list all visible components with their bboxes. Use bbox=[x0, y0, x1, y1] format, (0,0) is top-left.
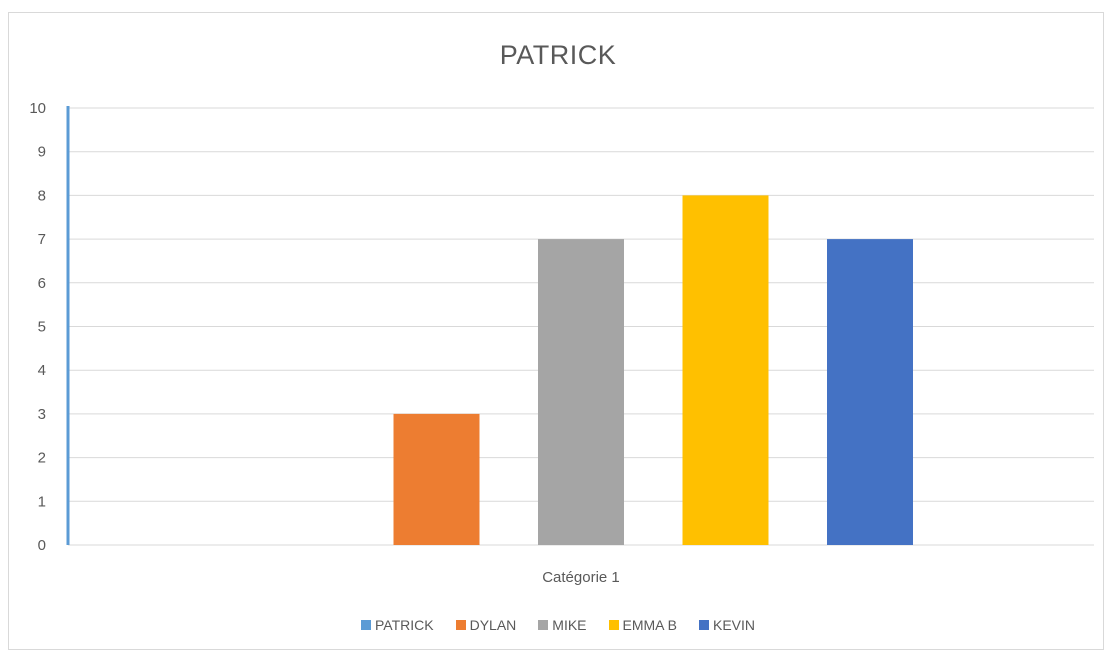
legend-swatch bbox=[360, 620, 371, 630]
y-tick-label: 4 bbox=[38, 362, 46, 379]
legend-swatch bbox=[608, 620, 619, 630]
legend-item-dylan: DYLAN bbox=[455, 617, 517, 633]
bar-emma-b bbox=[682, 195, 769, 545]
legend-item-patrick: PATRICK bbox=[360, 617, 434, 633]
bar-mike bbox=[538, 239, 624, 545]
y-tick-label: 7 bbox=[38, 231, 46, 248]
legend-item-mike: MIKE bbox=[538, 617, 587, 633]
legend-item-emma-b: EMMA B bbox=[608, 617, 677, 633]
y-tick-label: 1 bbox=[38, 493, 46, 510]
legend-swatch bbox=[455, 620, 466, 630]
y-tick-label: 9 bbox=[38, 144, 46, 161]
legend-label: PATRICK bbox=[374, 617, 434, 633]
legend: PATRICK DYLAN MIKE EMMA B KEVIN bbox=[0, 617, 1116, 633]
y-tick-label: 0 bbox=[38, 537, 46, 554]
legend-label: MIKE bbox=[552, 617, 587, 633]
legend-label: KEVIN bbox=[712, 617, 755, 633]
legend-label: DYLAN bbox=[469, 617, 517, 633]
legend-swatch bbox=[538, 620, 549, 630]
bar-dylan bbox=[393, 413, 480, 545]
y-tick-label: 8 bbox=[38, 187, 46, 204]
y-tick-label: 10 bbox=[29, 100, 46, 117]
y-axis-ticks: 0 1 2 3 4 5 6 7 8 9 10 bbox=[29, 100, 46, 554]
chart-title: PATRICK bbox=[499, 40, 617, 70]
bars bbox=[393, 195, 913, 545]
bar-kevin bbox=[827, 239, 913, 545]
y-tick-label: 5 bbox=[38, 319, 46, 336]
y-tick-label: 2 bbox=[38, 450, 46, 467]
y-tick-label: 6 bbox=[38, 275, 46, 292]
legend-label: EMMA B bbox=[622, 617, 677, 633]
legend-swatch bbox=[698, 620, 709, 630]
category-label: Catégorie 1 bbox=[542, 569, 620, 586]
legend-item-kevin: KEVIN bbox=[698, 617, 755, 633]
y-tick-label: 3 bbox=[38, 406, 46, 423]
